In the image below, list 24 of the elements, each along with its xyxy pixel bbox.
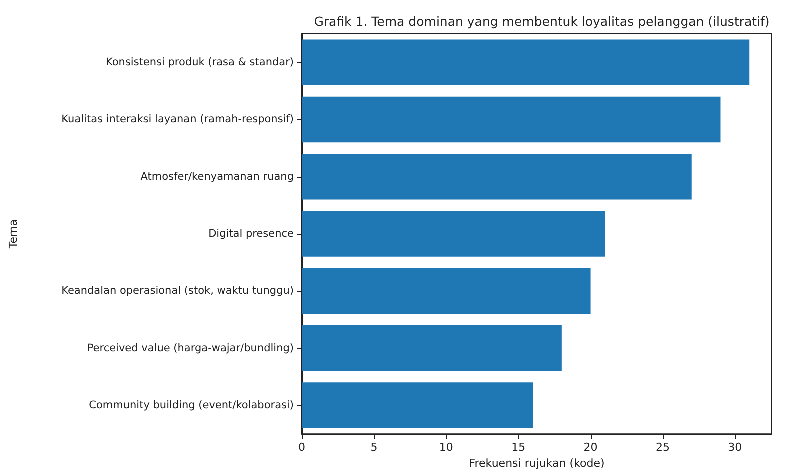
x-tick-label: 10 (439, 441, 454, 454)
bar (302, 96, 721, 143)
bar (302, 382, 534, 428)
y-tick-label: Community building (event/kolaborasi) (89, 400, 294, 412)
bar (302, 154, 692, 200)
y-tick-label: Perceived value (harga-wajar/bundling) (87, 342, 294, 354)
x-tick-label: 25 (656, 441, 670, 454)
x-tick-label: 30 (728, 441, 742, 454)
x-tick-label: 5 (370, 441, 378, 454)
bar (302, 268, 591, 314)
chart-title: Grafik 1. Tema dominan yang membentuk loyalitas pelanggan (ilustratif) (314, 14, 770, 29)
x-tick-label: 15 (512, 441, 526, 454)
y-tick-label: Keandalan operasional (stok, waktu tunggu) (62, 285, 294, 298)
x-axis-title: Frekuensi rujukan (kode) (469, 457, 605, 470)
bar (302, 211, 606, 257)
y-tick-label: Digital presence (208, 228, 294, 240)
y-tick-label: Atmosfer/kenyamanan ruang (140, 170, 294, 183)
x-tick-label: 0 (298, 441, 306, 454)
bar (302, 326, 562, 372)
y-axis-title: Tema (7, 220, 20, 250)
bar (302, 40, 750, 86)
x-tick-label: 20 (584, 441, 598, 454)
y-tick-label: Kualitas interaksi layanan (ramah-responsif) (62, 114, 294, 126)
y-tick-label: Konsistensi produk (rasa & standar) (106, 56, 294, 69)
